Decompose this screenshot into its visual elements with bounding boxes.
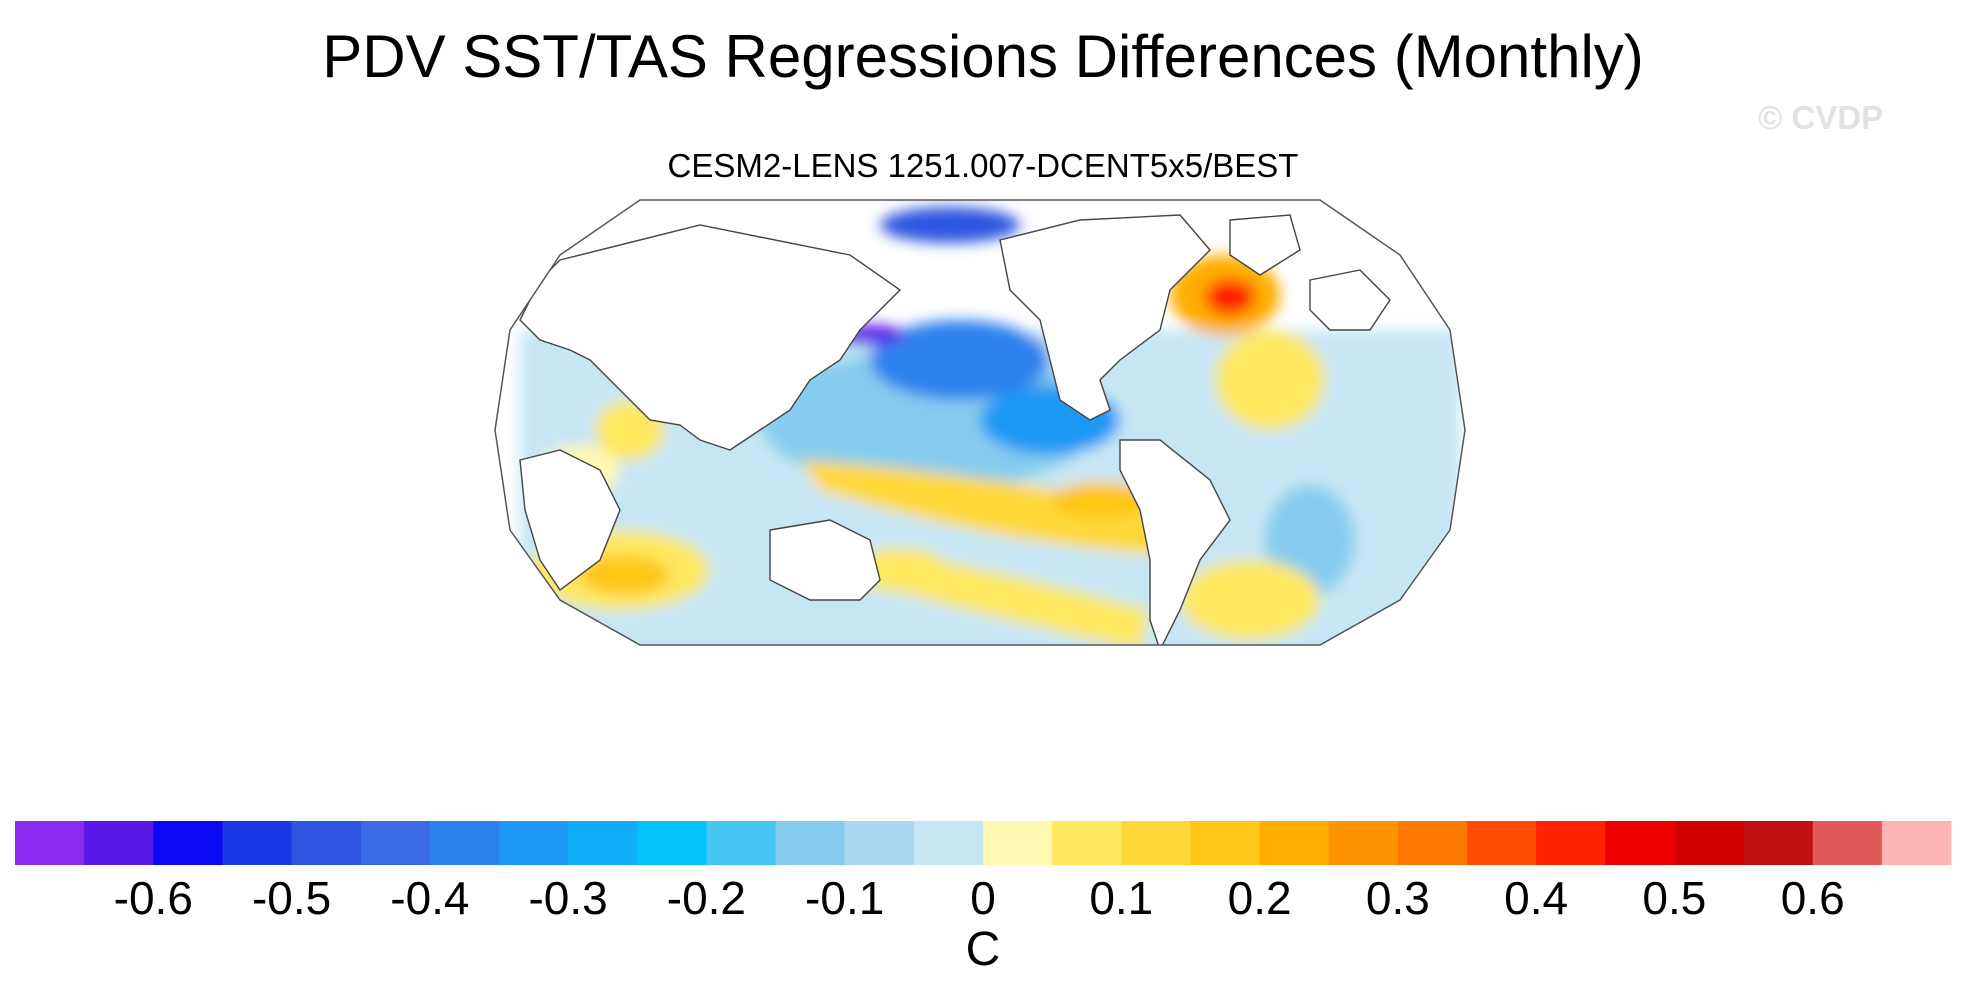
- colorbar-tick-label: -0.5: [251, 872, 332, 924]
- colorbar-cell: [222, 821, 292, 865]
- colorbar-cell: [706, 821, 776, 865]
- colorbar-tick-label: 0.4: [1504, 872, 1569, 924]
- land-europe: [1309, 269, 1391, 331]
- globe-outline: [494, 199, 1466, 646]
- colorbar-tick-label: 0.5: [1642, 872, 1707, 924]
- colorbar-cell: [1881, 821, 1952, 865]
- land-australia: [769, 519, 881, 601]
- colorbar-tick-label: 0.2: [1227, 872, 1292, 924]
- colorbar-cell: [983, 821, 1053, 865]
- colorbar-cell: [1328, 821, 1399, 865]
- colorbar-cell: [15, 821, 85, 865]
- colorbar-cell: [153, 821, 223, 865]
- colorbar-tick-label: 0: [970, 872, 996, 924]
- map-subtitle: CESM2-LENS 1251.007-DCENT5x5/BEST: [667, 147, 1299, 184]
- colorbar-tick-label: -0.2: [666, 872, 747, 924]
- colorbar-cell: [568, 821, 638, 865]
- colorbar-cell: [1605, 821, 1675, 865]
- colorbar-cell: [1397, 821, 1468, 865]
- colorbar-tick-label: -0.3: [528, 872, 608, 924]
- colorbar-cell: [1812, 821, 1883, 865]
- colorbar-tick-label: -0.4: [390, 872, 470, 924]
- map-title: PDV SST/TAS Regressions Differences (Mon…: [322, 23, 1644, 90]
- colorbar-tick-label: -0.6: [113, 872, 193, 924]
- colorbar-cell: [1121, 821, 1191, 865]
- colorbar-cell: [429, 821, 500, 865]
- colorbar-cell: [499, 821, 569, 865]
- colorbar-cell: [1467, 821, 1537, 865]
- field-south-atlantic-warm: [1180, 560, 1320, 640]
- colorbar-unit: C: [965, 923, 1001, 976]
- colorbar-cell: [1674, 821, 1744, 865]
- land-masses: [519, 214, 1391, 645]
- colorbar-cell: [1536, 821, 1606, 865]
- colorbar-cell: [844, 821, 915, 865]
- field-eastern-pacific-core: [1050, 482, 1150, 518]
- colorbar-tick-label: 0.6: [1780, 872, 1845, 924]
- colorbar-tick-label: 0.1: [1089, 872, 1154, 924]
- field-labrador-core: [1205, 279, 1255, 315]
- field-south-indian-core: [580, 555, 670, 595]
- land-north-america: [999, 214, 1211, 421]
- field-kuroshio-cold: [870, 320, 1050, 400]
- land-asia: [519, 224, 902, 451]
- colorbar-cell: [775, 821, 846, 865]
- colorbar-cell: [1052, 821, 1122, 865]
- colorbar-tick-label: 0.3: [1365, 872, 1430, 924]
- colorbar-cell: [637, 821, 707, 865]
- field-equatorial-pacific-warm: [800, 460, 1165, 555]
- colorbar-cell: [84, 821, 154, 865]
- colorbar-cell: [913, 821, 984, 865]
- colorbar-cell: [1259, 821, 1330, 865]
- land-greenland: [1229, 214, 1301, 276]
- land-africa: [519, 449, 621, 592]
- colorbar-cell: [291, 821, 362, 865]
- field-arctic-cold: [880, 207, 1020, 243]
- colorbar-cell: [1743, 821, 1814, 865]
- colorbar-tick-label: -0.1: [805, 872, 885, 924]
- land-south-america: [1119, 439, 1231, 645]
- cvdp-watermark: © CVDP: [1758, 99, 1884, 136]
- field-north-atlantic-warm: [1215, 330, 1325, 430]
- colorbar-cell: [1190, 821, 1260, 865]
- regression-field: [520, 207, 1460, 645]
- colorbar-cell: [360, 821, 431, 865]
